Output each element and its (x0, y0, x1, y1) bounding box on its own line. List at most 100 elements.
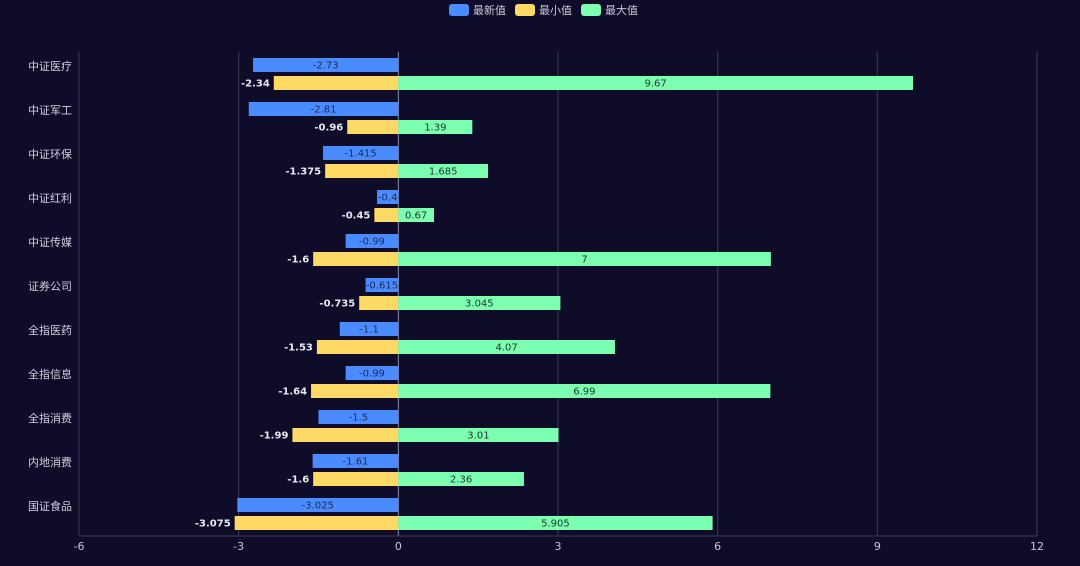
legend-item-2[interactable]: 最大值 (581, 3, 638, 17)
bar-latest[interactable] (312, 454, 399, 468)
x-axis: -6 -3 0 3 6 9 12 (74, 535, 1044, 553)
legend-item-0[interactable]: 最新值 (449, 3, 506, 17)
x-tick-label: 12 (1030, 540, 1044, 553)
bar-min[interactable] (234, 516, 399, 530)
data-label: -2.81 (311, 105, 337, 116)
category-label: 全指消费 (28, 411, 72, 425)
data-label: -1.61 (343, 457, 369, 468)
bar-latest[interactable] (323, 146, 399, 160)
bar-max[interactable] (398, 120, 473, 134)
bar-min[interactable] (347, 120, 399, 134)
data-label: 7 (581, 255, 587, 266)
category-label: 中证医疗 (28, 59, 72, 73)
bar-latest[interactable] (253, 58, 399, 72)
category-label: 中证传媒 (28, 236, 72, 249)
data-label: -1.6 (287, 475, 309, 486)
bar-latest[interactable] (318, 410, 399, 424)
data-label: -1.99 (260, 431, 289, 442)
bar-latest[interactable] (248, 102, 399, 116)
bar-max[interactable] (398, 208, 434, 222)
data-label: 0.67 (405, 211, 427, 222)
category-label: 中证红利 (28, 192, 72, 205)
x-tick-label: -3 (233, 540, 244, 553)
data-label: -1.1 (359, 325, 379, 336)
bar-min[interactable] (273, 76, 399, 90)
bar-min[interactable] (311, 384, 399, 398)
bar-max[interactable] (398, 296, 561, 310)
x-tick-label: -6 (74, 540, 85, 553)
bar-latest[interactable] (339, 322, 399, 336)
data-label: -0.99 (359, 369, 385, 380)
bar-latest[interactable] (365, 278, 399, 292)
bar-latest[interactable] (377, 190, 399, 204)
bar-min[interactable] (359, 296, 399, 310)
legend-label: 最小值 (539, 4, 572, 17)
bar-max[interactable] (398, 340, 615, 354)
legend-swatch (515, 4, 535, 16)
bars: -2.73 -2.34 9.67 -2.81 -0.96 1.39 -1.415 -1.375… (195, 58, 913, 530)
category-label: 中证环保 (28, 147, 72, 161)
data-label: -1.53 (284, 343, 313, 354)
bar-max[interactable] (398, 516, 713, 530)
bar-min[interactable] (316, 340, 399, 354)
bar-min[interactable] (292, 428, 399, 442)
bar-max[interactable] (398, 76, 913, 90)
data-label: -2.34 (241, 79, 270, 90)
bar-max[interactable] (398, 428, 559, 442)
data-label: -1.375 (285, 167, 321, 178)
category-label: 内地消费 (28, 455, 72, 469)
legend-swatch (581, 4, 601, 16)
category-labels: 中证医疗中证军工中证环保中证红利中证传媒证券公司全指医药全指信息全指消费内地消费… (28, 59, 72, 513)
bar-latest[interactable] (345, 234, 399, 248)
data-label: 6.99 (573, 387, 595, 398)
data-label: -1.415 (345, 149, 377, 160)
x-tick-label: 6 (714, 540, 721, 553)
data-label: 3.01 (467, 431, 489, 442)
bar-max[interactable] (398, 252, 771, 266)
data-label: -2.73 (313, 61, 339, 72)
data-label: 4.07 (496, 343, 518, 354)
data-label: -1.64 (278, 387, 307, 398)
data-label: -3.075 (195, 519, 231, 530)
data-label: 1.685 (429, 167, 458, 178)
data-label: -1.6 (287, 255, 309, 266)
bar-max[interactable] (398, 472, 524, 486)
category-label: 证券公司 (28, 279, 72, 293)
category-label: 全指信息 (28, 367, 72, 381)
bar-max[interactable] (398, 164, 489, 178)
data-label: -1.5 (349, 413, 369, 424)
legend: 最新值 最小值 最大值 (449, 3, 638, 17)
legend-label: 最新值 (473, 3, 506, 17)
category-label: 全指医药 (28, 323, 72, 337)
legend-item-1[interactable]: 最小值 (515, 4, 572, 17)
bar-min[interactable] (313, 252, 399, 266)
data-label: -0.615 (366, 281, 398, 292)
legend-label: 最大值 (605, 3, 638, 17)
category-label: 中证军工 (28, 104, 72, 117)
data-label: -0.99 (359, 237, 385, 248)
bar-max[interactable] (398, 384, 771, 398)
data-label: -0.96 (314, 123, 343, 134)
x-tick-label: 3 (555, 540, 562, 553)
data-label: 3.045 (465, 299, 494, 310)
bar-min[interactable] (313, 472, 399, 486)
bar-min[interactable] (325, 164, 399, 178)
data-label: -0.735 (319, 299, 355, 310)
data-label: 1.39 (424, 123, 446, 134)
data-label: 2.36 (450, 475, 472, 486)
data-label: 9.67 (645, 79, 667, 90)
bar-latest[interactable] (345, 366, 399, 380)
x-tick-label: 9 (874, 540, 881, 553)
data-label: -0.45 (342, 211, 371, 222)
data-label: -0.4 (378, 193, 398, 204)
grid-lines (78, 52, 1038, 536)
bar-latest[interactable] (237, 498, 399, 512)
x-tick-label: 0 (395, 540, 402, 553)
category-label: 国证食品 (28, 499, 72, 513)
data-label: 5.905 (541, 519, 570, 530)
bar-min[interactable] (374, 208, 399, 222)
data-label: -3.025 (302, 501, 334, 512)
legend-swatch (449, 4, 469, 16)
